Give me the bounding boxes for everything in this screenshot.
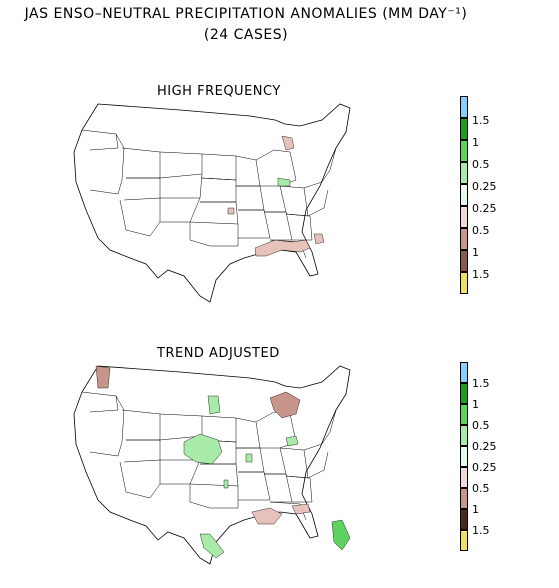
legend-swatch — [460, 509, 468, 530]
legend-swatch — [460, 362, 468, 383]
dry-anomaly-ohio — [281, 135, 295, 151]
legend-label: 0.5 — [472, 224, 490, 237]
legend-label: 0.5 — [472, 482, 490, 495]
us-outline — [73, 103, 351, 303]
wet-anomaly-midwest — [277, 177, 291, 187]
wet-anomaly-plains — [183, 433, 223, 465]
legend-label: 1 — [472, 398, 479, 411]
wet-anomaly-texas — [199, 533, 225, 559]
dry-anomaly-southeast — [291, 503, 311, 515]
legend-swatch — [460, 206, 468, 228]
legend-swatch — [460, 425, 468, 446]
legend-swatch — [460, 184, 468, 206]
legend-label: 1.5 — [472, 114, 490, 127]
wet-anomaly-southwest — [223, 479, 229, 489]
legend-swatch — [460, 467, 468, 488]
legend-high-frequency: 1.5 1 0.5 0.25 0.25 0.5 1 1.5 — [460, 96, 520, 296]
legend-label: 1.5 — [472, 524, 490, 537]
figure-subtitle: (24 CASES) — [203, 27, 289, 43]
us-map-high-frequency — [73, 103, 351, 303]
legend-swatch — [460, 530, 468, 551]
legend-label: 1.5 — [472, 377, 490, 390]
dry-anomaly-atlantic — [313, 233, 325, 245]
legend-swatch — [460, 228, 468, 250]
anomaly-regions — [227, 135, 325, 257]
legend-swatch — [460, 118, 468, 140]
panel-title-trend-adjusted: TREND ADJUSTED — [157, 346, 280, 361]
legend-swatch — [460, 162, 468, 184]
panel-title-high-frequency: HIGH FREQUENCY — [157, 84, 281, 99]
dry-anomaly-gulf-coast — [254, 239, 311, 257]
state-borders — [81, 129, 337, 259]
legend-swatch — [460, 272, 468, 294]
legend-label: 0.25 — [472, 202, 497, 215]
dry-anomaly-northwest — [95, 365, 111, 389]
legend-swatch — [460, 250, 468, 272]
legend-label: 1 — [472, 246, 479, 259]
dry-anomaly-great-lakes — [269, 391, 301, 419]
figure-title: JAS ENSO–NEUTRAL PRECIPITATION ANOMALIES… — [24, 6, 468, 22]
wet-anomaly-florida — [331, 519, 351, 551]
dry-anomaly-plains — [227, 207, 235, 215]
legend-swatch — [460, 140, 468, 162]
wet-anomaly-dakota — [207, 395, 221, 415]
anomaly-regions — [95, 365, 351, 559]
legend-trend-adjusted: 1.5 1 0.5 0.25 0.25 0.5 1 1.5 — [460, 362, 520, 554]
legend-swatch — [460, 404, 468, 425]
us-map-trend-adjusted — [73, 365, 351, 565]
legend-label: 0.5 — [472, 419, 490, 432]
legend-label: 1 — [472, 136, 479, 149]
wet-anomaly-ohio — [285, 435, 299, 447]
legend-swatch — [460, 96, 468, 118]
legend-swatch — [460, 383, 468, 404]
legend-swatch — [460, 446, 468, 467]
legend-label: 0.25 — [472, 461, 497, 474]
legend-swatch — [460, 488, 468, 509]
legend-label: 1 — [472, 503, 479, 516]
legend-label: 0.25 — [472, 440, 497, 453]
legend-label: 0.5 — [472, 158, 490, 171]
legend-label: 1.5 — [472, 268, 490, 281]
legend-label: 0.25 — [472, 180, 497, 193]
dry-anomaly-gulf — [251, 507, 283, 525]
wet-anomaly-kansas — [245, 453, 253, 463]
